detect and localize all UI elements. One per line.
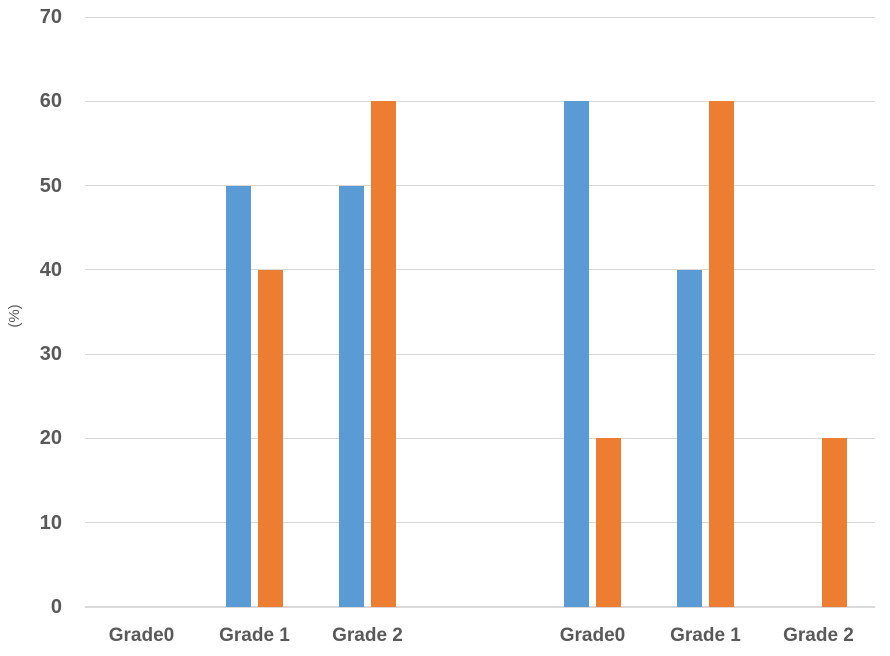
plot-area	[85, 17, 875, 607]
bar-orange	[709, 101, 735, 607]
y-tick-label: 0	[50, 596, 62, 618]
x-tick-label: Grade 2	[783, 625, 854, 646]
y-axis-title: (%)	[5, 304, 23, 328]
y-tick-label: 70	[39, 6, 62, 28]
bar-blue	[225, 185, 251, 607]
gridline	[85, 101, 875, 102]
category-slot	[85, 17, 198, 607]
x-axis-baseline	[85, 606, 875, 608]
bar-blue	[564, 101, 590, 607]
gridline	[85, 438, 875, 439]
category-slot	[311, 17, 424, 607]
y-tick-label: 40	[39, 259, 62, 281]
x-tick-label: Grade0	[559, 625, 626, 646]
x-tick-label: Grade 2	[332, 625, 403, 646]
category-slot	[649, 17, 762, 607]
gridline	[85, 185, 875, 186]
y-tick-label: 20	[39, 427, 62, 449]
gridline	[85, 269, 875, 270]
bar-orange	[822, 438, 848, 607]
gridline	[85, 522, 875, 523]
x-tick-label: Grade 1	[219, 625, 290, 646]
category-slot	[424, 17, 537, 607]
x-tick-label: Grade0	[108, 625, 175, 646]
bar-orange	[596, 438, 622, 607]
category-slot	[762, 17, 875, 607]
category-slot	[536, 17, 649, 607]
gridline	[85, 17, 875, 18]
x-tick-label: Grade 1	[670, 625, 741, 646]
bar-blue	[677, 269, 703, 607]
y-tick-label: 10	[39, 512, 62, 534]
category-slot	[198, 17, 311, 607]
bar-orange	[370, 101, 396, 607]
y-tick-label: 60	[39, 90, 62, 112]
y-tick-label: 50	[39, 175, 62, 197]
bar-blue	[338, 185, 364, 607]
y-tick-label: 30	[39, 343, 62, 365]
gridline	[85, 354, 875, 355]
bar-orange	[257, 269, 283, 607]
